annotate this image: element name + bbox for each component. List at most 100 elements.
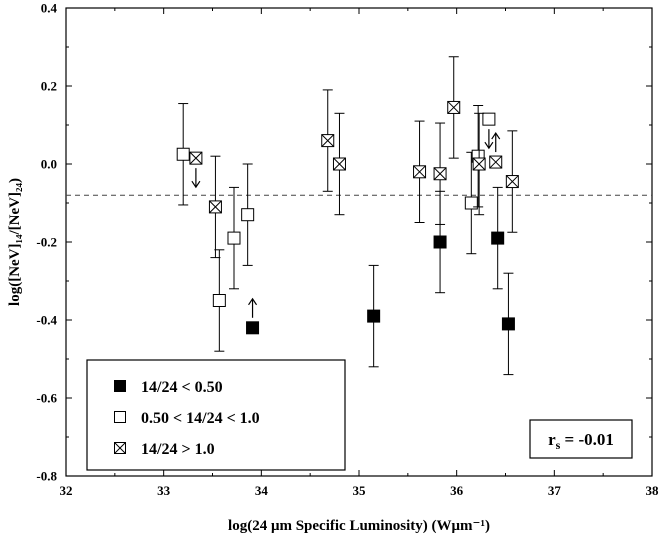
data-point (212, 249, 226, 352)
x-tick-label: 36 (450, 483, 464, 498)
point-marker-cross-b (505, 175, 519, 188)
data-point (332, 112, 346, 216)
point-marker (176, 147, 190, 161)
x-tick-label: 33 (157, 483, 171, 498)
legend-marker (114, 442, 126, 454)
y-tick-label: -0.6 (36, 391, 57, 406)
point-marker (464, 196, 478, 210)
legend-label: 0.50 < 14/24 < 1.0 (141, 410, 260, 427)
legend-label: 14/24 > 1.0 (141, 441, 215, 458)
correlation-subscript: s (556, 438, 561, 452)
y-tick-label: -0.2 (36, 235, 57, 250)
y-tick-label: -0.4 (36, 313, 57, 328)
y-tick-label: 0.0 (41, 157, 57, 172)
data-point (321, 89, 335, 192)
data-point (176, 103, 190, 206)
point-marker (332, 157, 346, 171)
upper-limit-arrow (484, 129, 494, 150)
point-marker (501, 317, 515, 331)
point-marker-cross-b (433, 167, 447, 181)
legend-items: 14/24 < 0.50 0.50 < 14/24 < 1.0 14/24 > 1.… (114, 379, 260, 458)
point-marker (241, 208, 255, 222)
point-marker (246, 321, 260, 335)
upper-limit-arrow-head (191, 180, 201, 189)
point-marker (208, 200, 222, 214)
legend-box (86, 359, 346, 471)
point-marker (489, 155, 503, 169)
y-axis-title: log([NeV]₁₄/[NeV]₂₄) (7, 178, 23, 306)
data-point (241, 163, 255, 266)
data-point (413, 120, 427, 223)
data-point (447, 56, 461, 159)
point-marker (189, 151, 203, 165)
y-tick-label: -0.8 (36, 469, 57, 484)
point-marker-cross-b (413, 165, 426, 179)
point-marker (472, 157, 486, 171)
x-axis-title: log(24 μm Specific Luminosity) (Wμm⁻¹) (228, 518, 490, 534)
point-marker (505, 175, 519, 189)
point-marker-cross-b (447, 101, 461, 114)
series-3 (189, 56, 519, 259)
legend-item: 14/24 < 0.50 (114, 379, 223, 396)
point-marker (212, 294, 226, 307)
upper-limit-arrow (191, 168, 201, 189)
data-point (505, 130, 519, 233)
data-point (433, 122, 447, 225)
points-layer (176, 56, 519, 376)
correlation-symbol: r (548, 430, 556, 449)
data-point (189, 151, 203, 189)
legend-marker (114, 411, 126, 423)
point-marker (433, 167, 447, 181)
lower-limit-arrow-head (248, 297, 258, 306)
point-marker (227, 231, 241, 245)
legend-item: 14/24 > 1.0 (114, 441, 215, 458)
upper-limit-arrow-head (484, 141, 494, 150)
y-tick-label: 0.2 (41, 79, 57, 94)
point-marker (447, 100, 461, 114)
data-point (482, 112, 496, 150)
y-tick-label: 0.4 (41, 1, 58, 16)
point-marker (413, 165, 427, 179)
point-marker (367, 309, 381, 323)
point-marker-cross-b (333, 157, 346, 171)
data-point (246, 297, 260, 335)
point-marker (433, 235, 447, 249)
x-tick-label: 38 (646, 483, 660, 498)
point-marker (482, 112, 496, 126)
data-point (208, 155, 222, 259)
correlation-box: rs = -0.01 (529, 419, 633, 459)
lower-limit-arrow (491, 131, 501, 153)
correlation-label: rs = -0.01 (548, 430, 614, 452)
data-point (464, 151, 478, 255)
point-marker (491, 231, 505, 245)
x-tick-label: 35 (353, 483, 367, 498)
legend-label: 14/24 < 0.50 (141, 379, 223, 396)
point-marker-cross-b (472, 157, 486, 171)
x-tick-label: 32 (60, 483, 73, 498)
data-point (472, 112, 486, 216)
data-point (227, 186, 241, 290)
legend-marker (114, 380, 126, 392)
ticks-layer: 32 33 34 35 36 37 38 0.4 0.2 0.0 -0.2 -0.4 -0.6 -0.8 (36, 1, 659, 499)
x-tick-label: 34 (255, 483, 269, 498)
correlation-value: = -0.01 (560, 430, 614, 449)
point-marker-cross-b (321, 134, 335, 147)
lower-limit-arrow-head (491, 131, 501, 140)
point-marker-cross-b (189, 151, 203, 165)
legend-marker-cross-b (114, 442, 126, 454)
point-marker (321, 134, 335, 148)
lower-limit-arrow (248, 297, 258, 318)
data-point (501, 272, 515, 376)
data-point (489, 131, 503, 169)
series-2 (176, 103, 496, 352)
correlation-box-frame (529, 419, 633, 459)
data-point (367, 264, 381, 368)
series-1 (246, 186, 515, 376)
legend-item: 0.50 < 14/24 < 1.0 (114, 410, 260, 427)
data-point (471, 105, 485, 208)
data-point (491, 186, 505, 290)
x-tick-label: 37 (548, 483, 562, 498)
point-marker-cross-b (489, 155, 503, 169)
legend: 14/24 < 0.50 0.50 < 14/24 < 1.0 14/24 > 1.… (86, 359, 346, 471)
